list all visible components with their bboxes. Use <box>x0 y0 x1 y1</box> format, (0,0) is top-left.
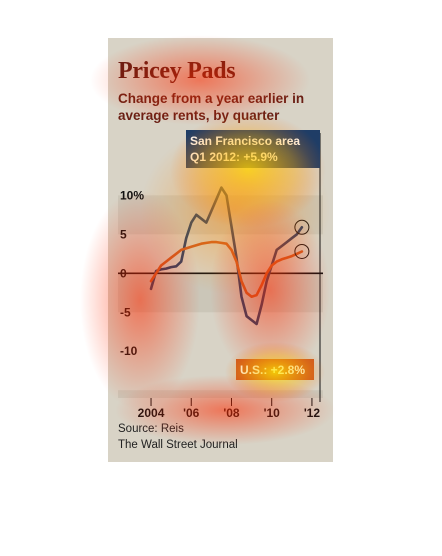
line-chart: 10% 5 0 -5 -10 2004 '06 '08 '10 '12 San Francisco … <box>118 130 323 420</box>
x-tick-label: 2004 <box>138 406 165 420</box>
x-tick-label: '10 <box>264 406 281 420</box>
y-tick-label: 10% <box>120 188 144 202</box>
y-tick-label: -5 <box>120 305 131 319</box>
sf-annotation-value: Q1 2012: +5.9% <box>190 150 278 164</box>
y-tick-label: -10 <box>120 344 138 358</box>
chart-card: Pricey Pads Change from a year earlier i… <box>108 38 333 462</box>
x-tick-label: '12 <box>304 406 321 420</box>
source-note: Source: Reis <box>118 423 184 435</box>
grid-band <box>118 195 323 235</box>
publisher-credit: The Wall Street Journal <box>118 439 238 451</box>
y-tick-label: 5 <box>120 227 127 241</box>
x-tick-label: '08 <box>223 406 240 420</box>
y-tick-label: 0 <box>120 266 127 280</box>
us-annotation-label: U.S.: +2.8% <box>240 363 305 377</box>
grid-band <box>118 390 323 398</box>
grid-band <box>118 273 323 313</box>
chart-footer: Source: Reis The Wall Street Journal <box>118 421 238 453</box>
sf-annotation-label: San Francisco area <box>190 134 300 148</box>
x-tick-label: '06 <box>183 406 200 420</box>
